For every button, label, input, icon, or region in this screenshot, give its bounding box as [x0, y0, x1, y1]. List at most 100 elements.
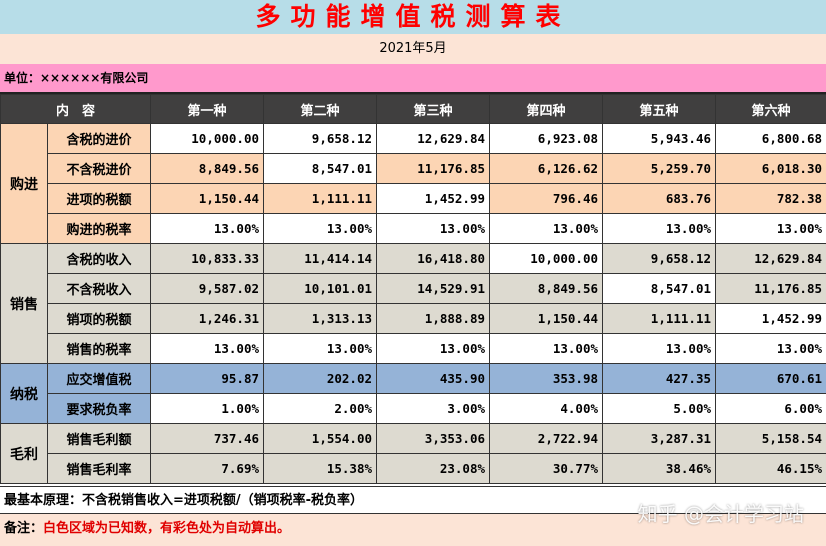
- table-cell[interactable]: 796.46: [489, 183, 604, 214]
- table-cell[interactable]: 5,259.70: [602, 153, 717, 184]
- table-cell[interactable]: 13.00%: [489, 333, 604, 364]
- table-cell[interactable]: 13.00%: [602, 333, 717, 364]
- table-row: 购进的税率 13.00% 13.00% 13.00% 13.00% 13.00%…: [1, 213, 826, 244]
- header-content: 内 容: [0, 94, 152, 124]
- table-row: 要求税负率 1.00% 2.00% 3.00% 4.00% 5.00% 6.00…: [1, 393, 826, 424]
- table-cell[interactable]: 11,176.85: [715, 273, 826, 304]
- header-col-5: 第五种: [602, 94, 717, 124]
- table-cell[interactable]: 9,587.02: [150, 273, 265, 304]
- header-col-4: 第四种: [489, 94, 604, 124]
- table-row: 购进 含税的进价 10,000.00 9,658.12 12,629.84 6,…: [0, 123, 826, 244]
- watermark: 知乎 @会计学习站: [637, 502, 804, 526]
- table-cell[interactable]: 5,158.54: [715, 423, 826, 454]
- table-cell[interactable]: 14,529.91: [376, 273, 491, 304]
- table-cell[interactable]: 9,658.12: [602, 243, 717, 274]
- table-cell[interactable]: 1,150.44: [489, 303, 604, 334]
- table-cell[interactable]: 435.90: [376, 363, 491, 394]
- table-cell[interactable]: 1,452.99: [715, 303, 826, 334]
- table-cell[interactable]: 10,101.01: [263, 273, 378, 304]
- table-cell[interactable]: 13.00%: [376, 213, 491, 244]
- table-cell[interactable]: 15.38%: [263, 453, 378, 484]
- table-cell[interactable]: 10,000.00: [150, 123, 265, 154]
- table-cell[interactable]: 11,176.85: [376, 153, 491, 184]
- table-cell[interactable]: 6,800.68: [715, 123, 826, 154]
- sheet-title: 多功能增值税测算表: [0, 0, 826, 34]
- table-cell[interactable]: 670.61: [715, 363, 826, 394]
- table-cell[interactable]: 1,554.00: [263, 423, 378, 454]
- table-cell[interactable]: 13.00%: [150, 333, 265, 364]
- table-cell[interactable]: 8,849.56: [150, 153, 265, 184]
- table-cell[interactable]: 737.46: [150, 423, 265, 454]
- table-cell[interactable]: 11,414.14: [263, 243, 378, 274]
- table-cell[interactable]: 46.15%: [715, 453, 826, 484]
- table-cell[interactable]: 13.00%: [263, 213, 378, 244]
- header-col-3: 第三种: [376, 94, 491, 124]
- table-cell[interactable]: 12,629.84: [715, 243, 826, 274]
- table-cell[interactable]: 13.00%: [376, 333, 491, 364]
- table-cell[interactable]: 2.00%: [263, 393, 378, 424]
- company-unit: 单位：××××××有限公司: [0, 64, 826, 94]
- table-cell[interactable]: 1,111.11: [263, 183, 378, 214]
- table-cell[interactable]: 2,722.94: [489, 423, 604, 454]
- table-cell[interactable]: 5,943.46: [602, 123, 717, 154]
- table-cell[interactable]: 683.76: [602, 183, 717, 214]
- table-cell[interactable]: 12,629.84: [376, 123, 491, 154]
- table-cell[interactable]: 202.02: [263, 363, 378, 394]
- table-cell[interactable]: 38.46%: [602, 453, 717, 484]
- table-cell[interactable]: 95.87: [150, 363, 265, 394]
- group-profit: 毛利: [0, 423, 48, 484]
- header-col-2: 第二种: [263, 94, 378, 124]
- table-cell[interactable]: 3,353.06: [376, 423, 491, 454]
- table-cell[interactable]: 6,018.30: [715, 153, 826, 184]
- table-cell[interactable]: 13.00%: [263, 333, 378, 364]
- table-cell[interactable]: 8,547.01: [602, 273, 717, 304]
- table-cell[interactable]: 427.35: [602, 363, 717, 394]
- table-cell[interactable]: 6.00%: [715, 393, 826, 424]
- header-row: 内 容 第一种 第二种 第三种 第四种 第五种 第六种: [0, 94, 826, 124]
- row-label: 进项的税额: [46, 183, 152, 214]
- table-cell[interactable]: 13.00%: [602, 213, 717, 244]
- table-cell[interactable]: 7.69%: [150, 453, 265, 484]
- remark-text: 白色区域为已知数，有彩色处为自动算出。: [43, 521, 291, 536]
- table-cell[interactable]: 13.00%: [489, 213, 604, 244]
- table-cell[interactable]: 1,313.13: [263, 303, 378, 334]
- table-cell[interactable]: 353.98: [489, 363, 604, 394]
- table-cell[interactable]: 1,888.89: [376, 303, 491, 334]
- group-purchase: 购进: [0, 123, 48, 244]
- table-cell[interactable]: 9,658.12: [263, 123, 378, 154]
- table-cell[interactable]: 13.00%: [715, 213, 826, 244]
- table-cell[interactable]: 3,287.31: [602, 423, 717, 454]
- table-cell[interactable]: 782.38: [715, 183, 826, 214]
- table-row: 进项的税额 1,150.44 1,111.11 1,452.99 796.46 …: [1, 183, 826, 214]
- table-cell[interactable]: 13.00%: [715, 333, 826, 364]
- row-label: 销售毛利率: [46, 453, 152, 484]
- table-cell[interactable]: 1.00%: [150, 393, 265, 424]
- table-cell[interactable]: 5.00%: [602, 393, 717, 424]
- table-cell[interactable]: 1,150.44: [150, 183, 265, 214]
- table-cell[interactable]: 13.00%: [150, 213, 265, 244]
- table-cell[interactable]: 10,833.33: [150, 243, 265, 274]
- table-cell[interactable]: 6,126.62: [489, 153, 604, 184]
- table-row: 销售的税率 13.00% 13.00% 13.00% 13.00% 13.00%…: [1, 333, 826, 364]
- row-label: 销售毛利额: [46, 423, 152, 454]
- row-label: 销售的税率: [46, 333, 152, 364]
- sheet-date: 2021年5月: [0, 34, 826, 64]
- row-label: 不含税进价: [46, 153, 152, 184]
- table-cell[interactable]: 1,452.99: [376, 183, 491, 214]
- table-cell[interactable]: 10,000.00: [489, 243, 604, 274]
- table-cell[interactable]: 6,923.08: [489, 123, 604, 154]
- table-cell[interactable]: 8,547.01: [263, 153, 378, 184]
- table-cell[interactable]: 1,246.31: [150, 303, 265, 334]
- table-row: 纳税 应交增值税 95.87 202.02 435.90 353.98 427.…: [0, 363, 826, 424]
- table-cell[interactable]: 16,418.80: [376, 243, 491, 274]
- row-label: 含税的收入: [46, 243, 152, 274]
- table-cell[interactable]: 8,849.56: [489, 273, 604, 304]
- table-cell[interactable]: 30.77%: [489, 453, 604, 484]
- table-cell[interactable]: 23.08%: [376, 453, 491, 484]
- table-cell[interactable]: 4.00%: [489, 393, 604, 424]
- remark-prefix: 备注：: [4, 521, 44, 536]
- table-cell[interactable]: 3.00%: [376, 393, 491, 424]
- table-cell[interactable]: 1,111.11: [602, 303, 717, 334]
- vat-table: 内 容 第一种 第二种 第三种 第四种 第五种 第六种 购进 含税的进价 10,…: [0, 94, 826, 484]
- row-label: 应交增值税: [46, 363, 152, 394]
